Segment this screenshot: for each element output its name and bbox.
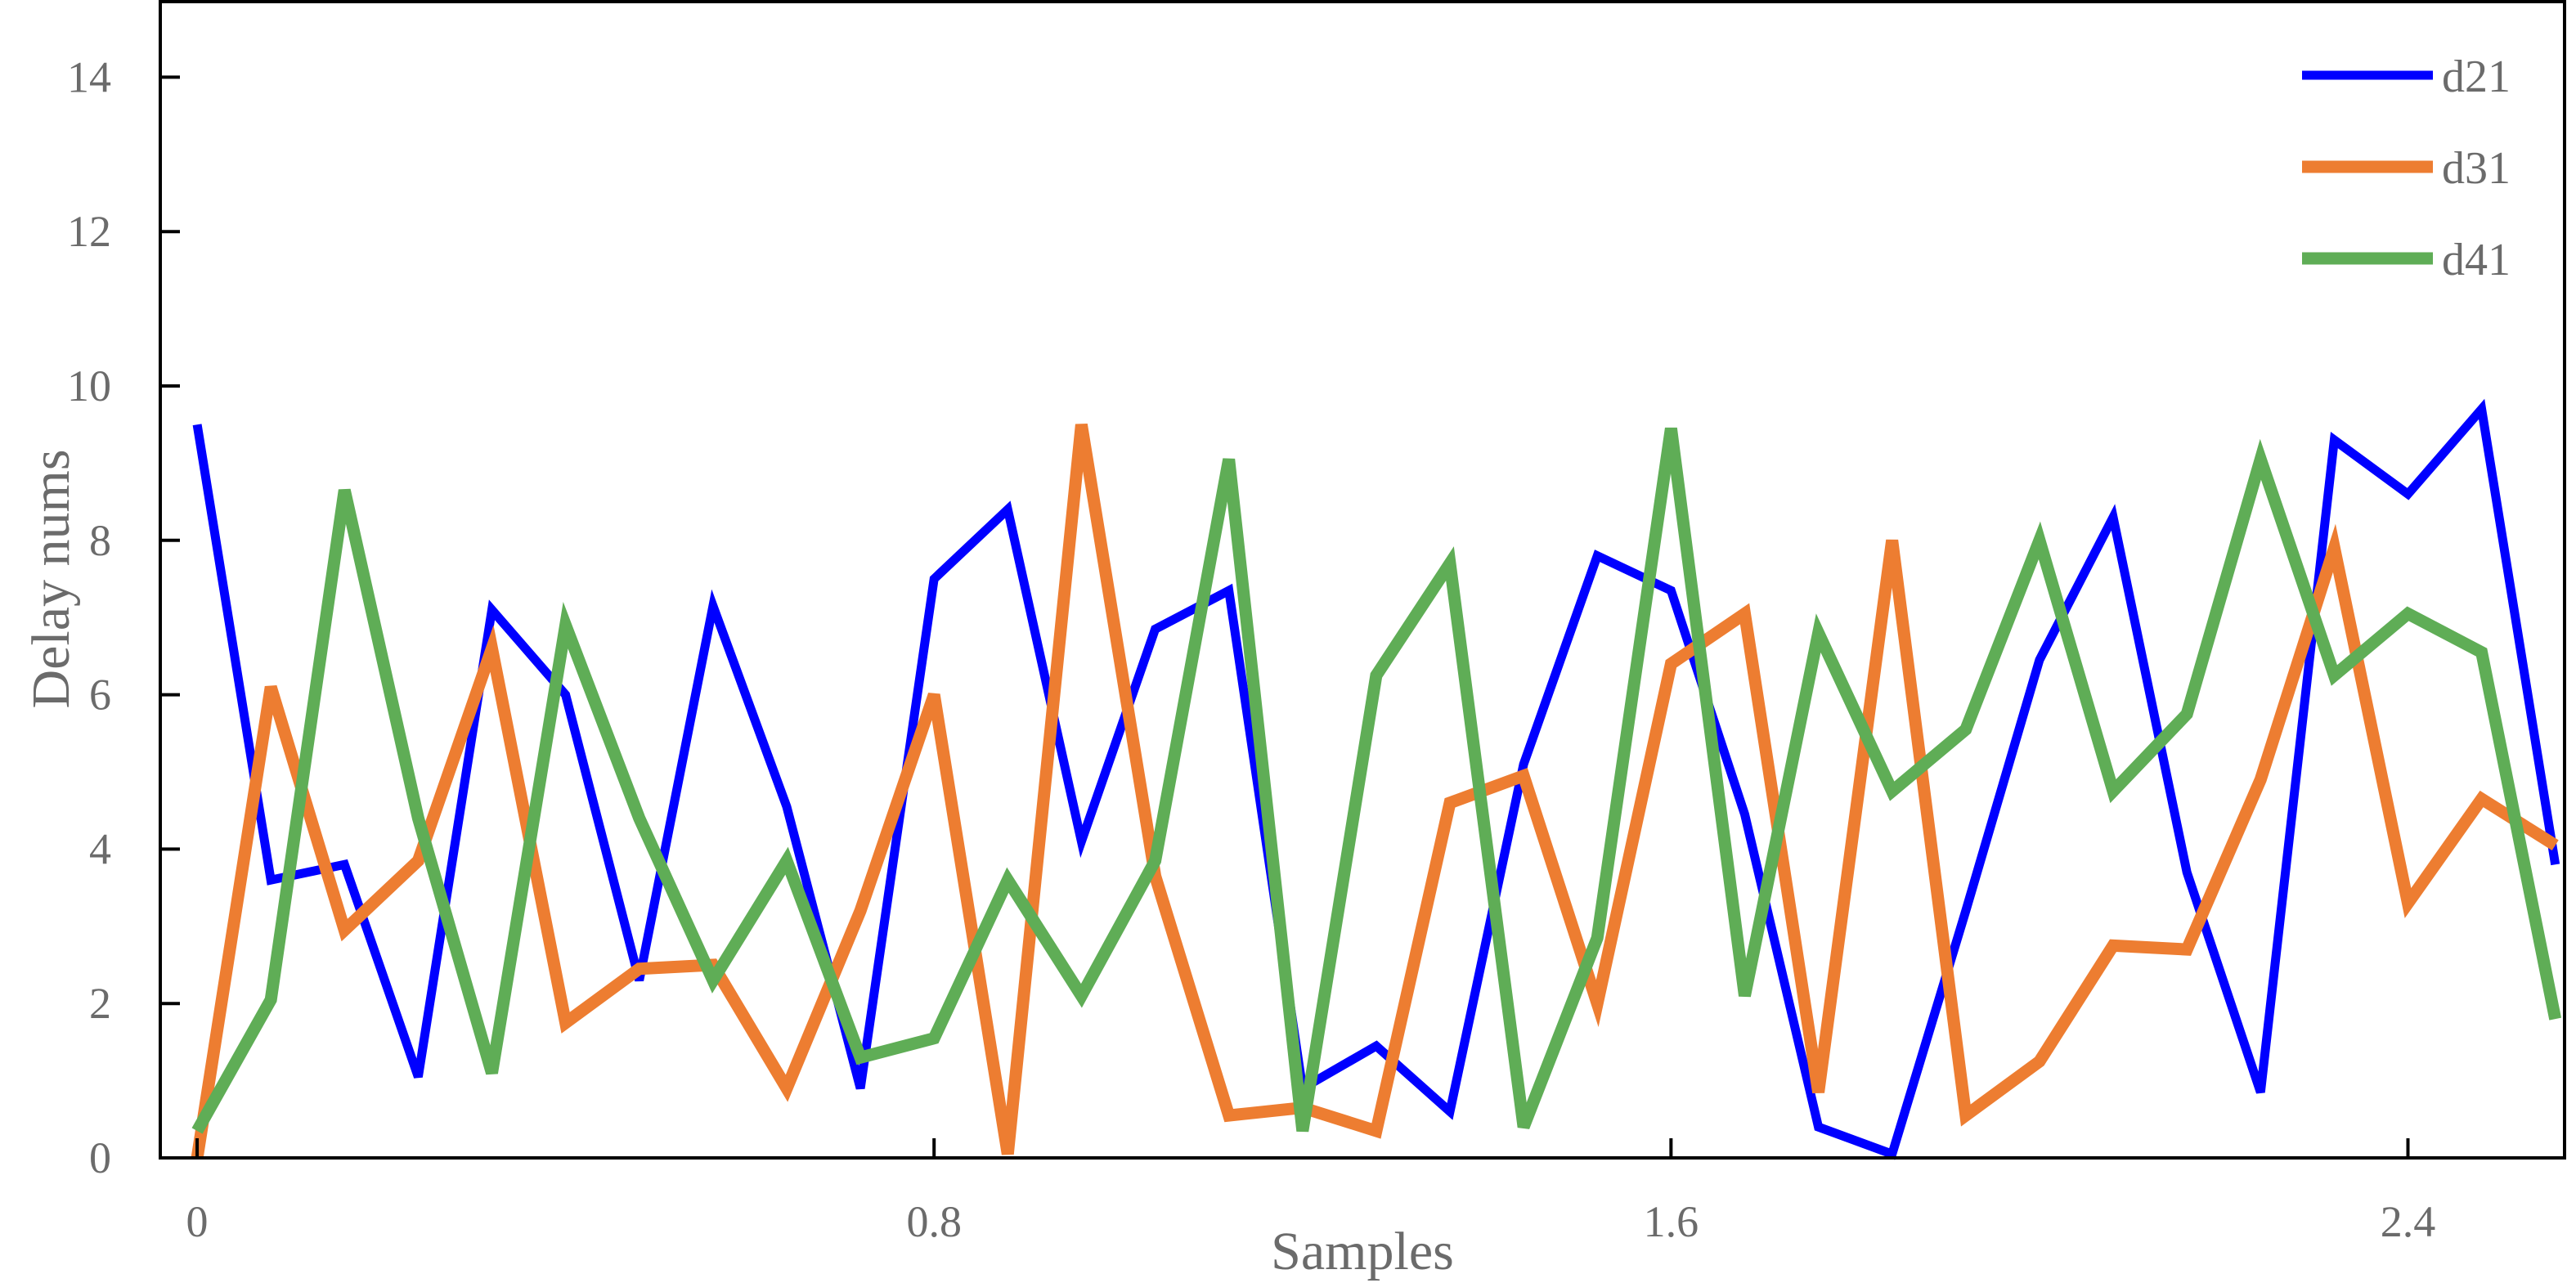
y-tick-label: 10 [67, 361, 111, 410]
x-axis-title: Samples [1271, 1222, 1454, 1281]
axis-tick-labels: 0 2 4 6 8 10 12 14 0 0.8 1.6 2.4 [67, 52, 2435, 1246]
axis-ticks [160, 75, 2410, 1160]
y-tick-label: 2 [89, 979, 111, 1028]
y-tick-label: 0 [89, 1133, 111, 1182]
legend: d21 d31 d41 [2302, 52, 2511, 285]
x-tick-label: 2.4 [2381, 1197, 2436, 1246]
x-tick-label: 0 [186, 1197, 209, 1246]
plot-frame [159, 0, 2566, 1160]
legend-label-d31: d31 [2442, 143, 2511, 194]
series-line-d21 [192, 398, 2560, 1160]
y-tick-label: 12 [67, 207, 111, 256]
legend-label-d21: d21 [2442, 52, 2511, 102]
y-tick-label: 4 [89, 824, 111, 873]
y-tick-label: 14 [67, 52, 111, 101]
y-tick-label: 6 [89, 671, 111, 720]
series-line-d41 [191, 427, 2562, 1134]
x-tick-label: 1.6 [1644, 1197, 1699, 1246]
series-line-d31 [191, 423, 2559, 1160]
y-axis-title: Delay nums [21, 449, 81, 708]
legend-label-d41: d41 [2442, 235, 2511, 285]
plot-area [191, 398, 2562, 1160]
x-tick-label: 0.8 [906, 1197, 962, 1246]
y-tick-label: 8 [89, 516, 111, 565]
